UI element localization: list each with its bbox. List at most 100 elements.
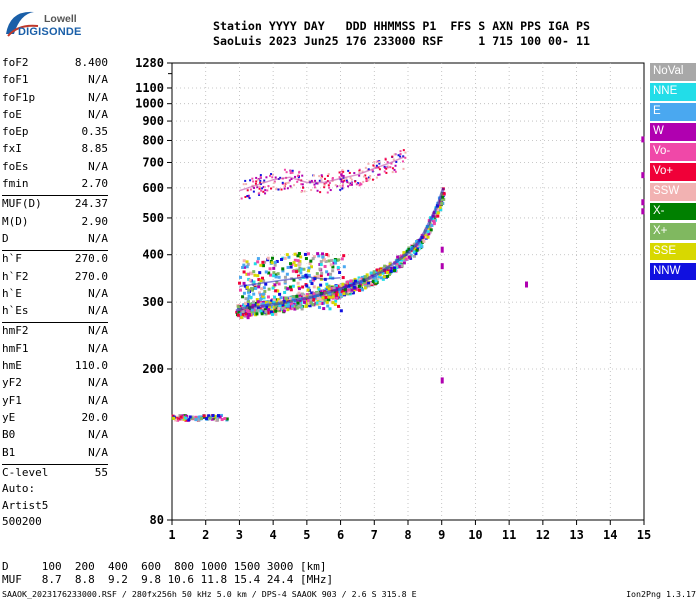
echo-point	[297, 252, 301, 256]
echo-point	[402, 261, 406, 265]
echo-point	[363, 175, 366, 178]
echo-point	[244, 297, 248, 301]
echo-point	[327, 284, 331, 288]
echo-point	[393, 168, 396, 171]
echo-point	[317, 287, 321, 291]
echo-point	[269, 305, 273, 309]
echo-point	[358, 168, 361, 171]
echo-point	[262, 292, 266, 296]
echo-point	[323, 299, 327, 303]
echo-point	[285, 272, 289, 276]
echo-point	[330, 258, 334, 262]
echo-point	[283, 168, 286, 171]
echo-point	[245, 260, 249, 264]
echo-point	[359, 182, 362, 185]
echo-point	[271, 176, 274, 179]
echo-point	[243, 265, 247, 269]
echo-point	[313, 277, 317, 281]
echo-point	[202, 414, 206, 418]
echo-point	[223, 417, 227, 421]
echo-point	[304, 305, 308, 309]
echo-point	[289, 169, 292, 172]
echo-point	[268, 174, 271, 177]
param-value: 24.37	[74, 197, 108, 211]
echo-point	[247, 294, 251, 298]
echo-point	[316, 301, 320, 305]
echo-point	[251, 288, 255, 292]
echo-point	[327, 173, 330, 176]
echo-point	[350, 288, 354, 292]
echo-point	[277, 275, 281, 279]
echo-point	[291, 303, 295, 307]
echo-point	[350, 183, 353, 186]
echo-point	[291, 297, 295, 301]
echo-point	[259, 279, 263, 283]
echo-point	[353, 277, 357, 281]
echo-point	[391, 167, 394, 170]
echo-point	[372, 272, 376, 276]
echo-point	[400, 264, 404, 268]
echo-point	[245, 272, 249, 276]
echo-point	[241, 265, 245, 269]
param-value: 270.0	[74, 252, 108, 266]
echo-point	[312, 298, 316, 302]
param-name: yE	[2, 410, 16, 424]
echo-point	[253, 273, 257, 277]
echo-point	[367, 284, 371, 288]
echo-point	[208, 416, 212, 420]
trace-line	[239, 156, 405, 192]
echo-point	[256, 303, 260, 307]
echo-point	[240, 315, 244, 319]
param-value: N/A	[88, 376, 108, 390]
echo-point	[334, 184, 337, 187]
echo-point	[358, 169, 361, 172]
param-value: 8.85	[81, 142, 109, 156]
legend-item-nne: NNE	[650, 82, 696, 101]
echo-point	[379, 276, 383, 280]
echo-point	[347, 185, 350, 188]
param-name: h`F	[2, 252, 22, 266]
echo-point	[404, 156, 407, 159]
echo-point	[259, 293, 263, 297]
echo-point	[284, 182, 287, 185]
echo-point	[283, 275, 287, 279]
echo-point	[238, 288, 242, 292]
echo-point	[367, 168, 370, 171]
echo-point	[355, 183, 358, 186]
echo-point	[244, 313, 248, 317]
param-name: foF1p	[2, 90, 36, 104]
echo-point	[262, 181, 265, 184]
param-row: h`Es N/A	[2, 304, 108, 321]
x-tick-label: 14	[603, 528, 617, 542]
echo-point	[399, 155, 402, 158]
param-row: hmE 110.0	[2, 359, 108, 376]
echo-point	[179, 415, 183, 419]
echo-point	[305, 293, 309, 297]
echo-point	[312, 292, 316, 296]
echo-point	[384, 166, 387, 169]
y-tick-label: 600	[142, 181, 164, 195]
echo-point	[251, 302, 255, 306]
echo-point	[261, 308, 265, 312]
y-tick-label: 900	[142, 114, 164, 128]
echo-point	[267, 185, 270, 188]
echo-point	[281, 267, 285, 271]
echo-point	[276, 309, 280, 313]
echo-point	[294, 263, 298, 267]
echo-point	[244, 179, 247, 182]
polarization-legend: NoVal NNE E W Vo- Vo+ SSW X- X+ SSE NNW	[650, 63, 696, 283]
echo-point	[260, 303, 264, 307]
echo-point	[174, 418, 178, 422]
echo-point	[273, 295, 277, 299]
echo-point	[272, 271, 276, 275]
echo-point	[272, 274, 276, 278]
echo-point	[275, 187, 278, 190]
echo-point	[415, 248, 419, 252]
echo-point	[356, 279, 360, 283]
echo-point	[264, 310, 268, 314]
echo-point	[325, 270, 329, 274]
param-separator	[2, 322, 108, 324]
echo-point	[296, 175, 299, 178]
legend-item-nnw: NNW	[650, 262, 696, 281]
echo-point	[302, 294, 306, 298]
